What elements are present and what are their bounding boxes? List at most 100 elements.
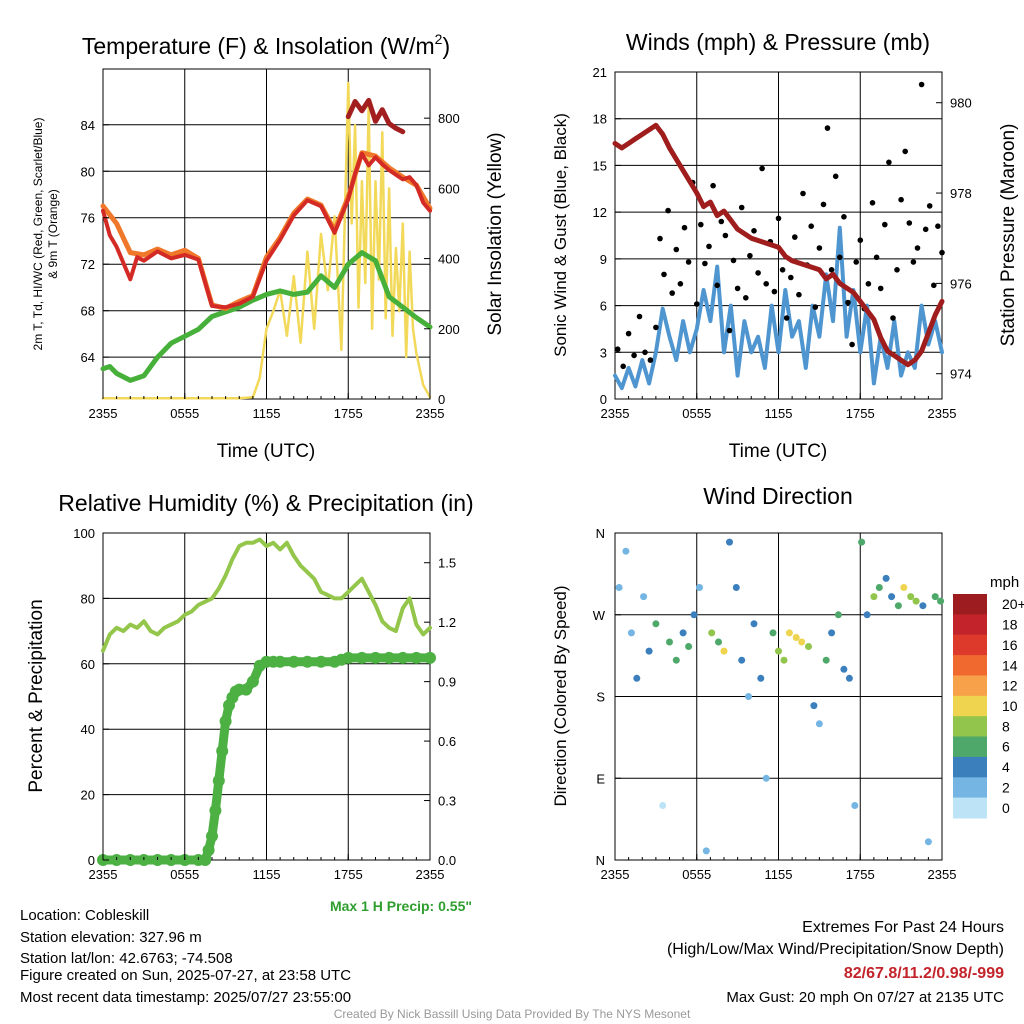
x-tick-label: 2355 — [416, 867, 445, 882]
gust-point — [894, 267, 900, 273]
legend-label: 12 — [1002, 678, 1018, 694]
gust-point — [796, 291, 802, 298]
legend-label: 18 — [1002, 617, 1018, 633]
y-left-tick-label: 12 — [593, 205, 607, 220]
gust-point — [906, 220, 913, 226]
gust-point — [681, 224, 688, 231]
gust-point — [673, 246, 680, 253]
x-tick-label: 2355 — [89, 406, 118, 421]
y-right-tick-label: 800 — [438, 111, 460, 126]
gust-point — [865, 281, 872, 287]
direction-tick-label: S — [596, 690, 605, 705]
temperature-axes: 2355 0555 1155 1755 2355 64 68 72 76 80 84 0 200 400 6… — [81, 111, 460, 421]
x-tick-label: 1155 — [253, 406, 281, 421]
gust-point — [775, 215, 782, 222]
wind-direction-point — [633, 674, 641, 682]
gust-point — [783, 315, 790, 321]
gust-point — [890, 315, 896, 321]
gust-point — [832, 173, 839, 180]
y-right-tick-label: 1.2 — [438, 615, 456, 630]
humidity-ylabel: Percent & Precipitation — [26, 599, 47, 792]
wind-direction-point — [750, 620, 758, 628]
x-tick-label: 2355 — [928, 867, 957, 882]
wind-direction-point — [785, 629, 793, 637]
winds-panel-title: Winds (mph) & Pressure (mb) — [626, 29, 930, 55]
winds-axes: 2355 0555 1155 1755 235503691215182197497697… — [593, 65, 972, 421]
wind-direction-point — [870, 593, 878, 601]
wind-direction-point — [815, 720, 823, 728]
wind-direction-point — [919, 602, 927, 610]
x-tick-label: 2355 — [601, 406, 630, 421]
gust-point — [788, 274, 794, 281]
legend-label: 6 — [1002, 739, 1010, 755]
wind-direction-gridlines — [615, 533, 942, 860]
winds-series — [612, 81, 945, 391]
gust-point — [726, 327, 733, 334]
wind-direction-point — [851, 802, 859, 809]
pressure-ylabel: Station Pressure (Maroon) — [998, 124, 1019, 347]
y-right-tick-label: 0.6 — [438, 734, 456, 749]
sonic-wind-line — [613, 225, 944, 391]
gust-point — [642, 349, 648, 356]
gust-point — [710, 182, 716, 189]
y-left-tick-label: 18 — [593, 112, 607, 127]
y-left-tick-label: 80 — [81, 591, 95, 606]
wind-direction-point — [822, 656, 830, 664]
precipitation-point — [206, 830, 218, 843]
temperature-series — [100, 81, 433, 400]
gust-point — [939, 249, 945, 256]
legend-swatch — [953, 756, 987, 778]
legend-swatch — [953, 594, 987, 615]
gust-point — [837, 254, 843, 261]
gust-point — [845, 299, 851, 306]
gust-point — [869, 200, 876, 206]
wind-direction-point — [762, 774, 770, 782]
precipitation-point — [219, 715, 232, 728]
gust-point — [702, 260, 708, 267]
gust-point — [763, 281, 769, 287]
gust-point — [661, 271, 667, 278]
x-tick-label: 1155 — [765, 406, 793, 421]
gust-point — [857, 237, 864, 243]
y-left-tick-label: 6 — [600, 299, 607, 314]
wind-direction-point — [798, 638, 806, 646]
wind-direction-point — [875, 584, 883, 591]
wind-direction-point — [645, 647, 653, 655]
wind-direction-point — [690, 611, 698, 619]
precipitation-point — [396, 651, 409, 664]
legend-swatch — [953, 675, 987, 697]
y-left-tick-label: 9 — [600, 252, 607, 267]
precipitation-point — [199, 854, 212, 866]
gust-point — [771, 288, 778, 295]
speed-legend: 20+ 18 16 14 12 10 8 6 4 2 0 — [953, 594, 1024, 819]
gust-point — [800, 190, 806, 197]
wind-direction-point — [810, 702, 818, 710]
wind-direction-point — [696, 584, 703, 591]
gust-point — [808, 223, 814, 229]
y-left-tick-label: 60 — [81, 657, 95, 672]
gust-point — [853, 259, 859, 265]
gust-point — [614, 346, 621, 353]
gust-point — [931, 282, 937, 289]
legend-label: 0 — [1002, 800, 1010, 816]
x-tick-label: 1755 — [846, 406, 875, 421]
y-left-tick-label: 0 — [88, 853, 95, 868]
y-left-tick-label: 21 — [593, 65, 607, 80]
gust-point — [898, 196, 904, 203]
precipitation-point — [383, 651, 396, 664]
wind-direction-point — [882, 574, 890, 582]
wind-direction-point — [615, 584, 623, 591]
wind-direction-point — [622, 547, 630, 555]
wind-direction-point — [792, 634, 800, 641]
footer-elevation: Station elevation: 327.96 m — [20, 929, 202, 946]
gust-point — [792, 234, 798, 240]
gust-point — [677, 281, 684, 287]
gust-point — [657, 235, 663, 242]
humidity-series — [97, 537, 436, 866]
legend-label: 16 — [1002, 637, 1018, 653]
wind-direction-point — [652, 620, 660, 628]
max-precip-annotation: Max 1 H Precip: 0.55" — [330, 898, 472, 914]
precipitation-point — [216, 745, 229, 757]
